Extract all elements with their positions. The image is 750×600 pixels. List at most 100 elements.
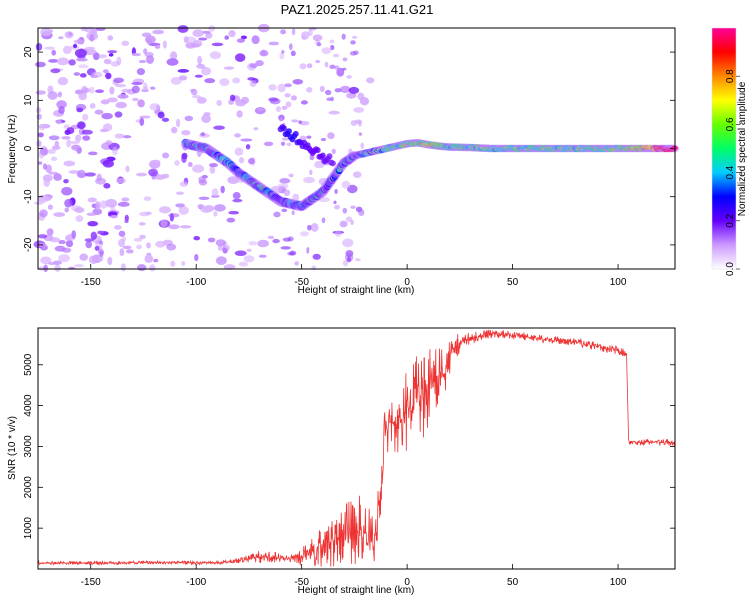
spectrogram-blob	[97, 54, 107, 59]
spectrogram-blob	[124, 214, 129, 222]
spectrogram-blob	[136, 244, 143, 250]
spectrogram-blob	[131, 52, 141, 57]
spectrogram-blob	[334, 88, 342, 93]
spectrogram-blob	[94, 245, 100, 251]
x-tick-label: -100	[186, 577, 206, 588]
spectrogram-blob	[40, 27, 53, 37]
spectrogram-blob	[33, 201, 44, 205]
spectrogram-blob	[84, 172, 96, 177]
spectrogram-blob	[248, 241, 258, 246]
spectrogram-blob	[290, 50, 296, 57]
spectrogram-blob	[115, 101, 127, 109]
spectrogram-blob	[74, 48, 87, 58]
spectrogram-blob	[98, 255, 104, 262]
x-tick-label: 0	[404, 577, 410, 588]
spectrogram-blob	[121, 236, 127, 242]
spectrogram-blob	[54, 140, 59, 147]
spectrogram-blob	[99, 200, 108, 209]
spectrogram-blob	[257, 107, 264, 111]
snr-x-ticks: -150 -100 -50 0 50 100	[81, 564, 627, 588]
spectrogram-blob	[320, 137, 327, 142]
spectrogram-blob	[358, 209, 365, 216]
spectrogram-blob	[175, 118, 181, 128]
spectrogram-blob	[284, 93, 291, 98]
spectrogram-blob	[58, 254, 70, 263]
spectrogram-blob	[176, 191, 184, 195]
spectrogram-blob	[223, 264, 236, 270]
spectrogram-blob	[112, 146, 118, 156]
x-tick-label: 50	[507, 577, 519, 588]
spectrogram-blob	[121, 88, 132, 93]
spectrogram-blob	[36, 140, 42, 147]
spectrogram-blob	[261, 49, 266, 55]
spectrogram-blobs	[33, 23, 680, 273]
spectrogram-blob	[217, 245, 223, 251]
spectrogram-blob	[334, 204, 340, 210]
spectrogram-blob	[334, 230, 342, 237]
spectrogram-blob	[170, 76, 182, 85]
spectrogram-blob	[105, 198, 118, 208]
y-tick-label: 5000	[23, 353, 34, 376]
spectrogram-blob	[209, 163, 218, 168]
spectrogram-blob	[125, 249, 134, 254]
spectrogram-blob	[181, 130, 191, 136]
spectrogram-blob	[177, 69, 190, 73]
spectrogram-blob	[119, 248, 125, 257]
spectrogram-blob	[224, 35, 229, 40]
spectrogram-blob	[292, 130, 299, 137]
spectrogram-blob	[307, 29, 313, 37]
spectrogram-blob	[352, 171, 362, 179]
spectrogram-blob	[287, 236, 294, 242]
spectrogram-blob	[228, 30, 236, 38]
spectrogram-blob	[198, 176, 206, 184]
spectrogram-blob	[57, 76, 69, 86]
spectrogram-blob	[348, 86, 360, 94]
spectrogram-blob	[34, 61, 46, 68]
spectrogram-blob	[303, 176, 315, 184]
spectrogram-blob	[187, 162, 193, 167]
spectrogram-blob	[257, 239, 269, 248]
spectrogram-blob	[232, 77, 241, 84]
spectrogram-blob	[342, 259, 349, 267]
spectrogram-blob	[37, 234, 48, 239]
spectrogram-blob	[346, 92, 357, 99]
spectrogram-blob	[181, 261, 186, 266]
spectrogram-blob	[161, 117, 170, 122]
spectrogram-blob	[87, 197, 97, 203]
spectrogram-x-ticks: -150 -100 -50 0 50 100	[81, 264, 627, 288]
spectrogram-blob	[97, 230, 105, 235]
spectrogram-blob	[234, 53, 246, 62]
spectrogram-blob	[226, 217, 236, 223]
spectrogram-blob	[346, 74, 352, 79]
spectrogram-blob	[275, 106, 282, 112]
colorbar-label: Normalized spectral amplitude	[737, 81, 748, 216]
y-tick-label: 3000	[23, 435, 34, 458]
spectrogram-blob	[311, 265, 317, 271]
x-tick-label: 100	[610, 577, 627, 588]
spectrogram-blob	[291, 28, 296, 36]
spectrogram-blob	[299, 63, 307, 70]
spectrogram-blob	[279, 52, 285, 60]
spectrogram-blob	[143, 82, 148, 92]
spectrogram-blob	[144, 35, 156, 44]
spectrogram-blob	[263, 141, 274, 147]
colorbar-tick-label: 0.6	[725, 117, 736, 131]
spectrogram-blob	[61, 136, 71, 140]
spectrogram-blob	[332, 53, 340, 58]
snr-frame	[37, 327, 676, 570]
spectrogram-blob	[98, 240, 103, 245]
spectrogram-blob	[79, 253, 88, 261]
spectrogram-blob	[258, 254, 267, 258]
spectrogram-blob	[162, 40, 167, 49]
spectrogram-blob	[46, 228, 54, 236]
spectrogram-blob	[136, 68, 146, 76]
spectrogram-blob	[107, 256, 113, 266]
spectrogram-blob	[64, 207, 69, 213]
spectrogram-blob	[289, 250, 297, 256]
spectrogram-blob	[196, 97, 207, 104]
spectrogram-blob	[280, 141, 286, 146]
spectrogram-blob	[102, 69, 109, 74]
spectrogram-blob	[85, 240, 92, 249]
y-tick-label: -20	[23, 237, 34, 252]
spectrogram-blob	[245, 144, 251, 150]
